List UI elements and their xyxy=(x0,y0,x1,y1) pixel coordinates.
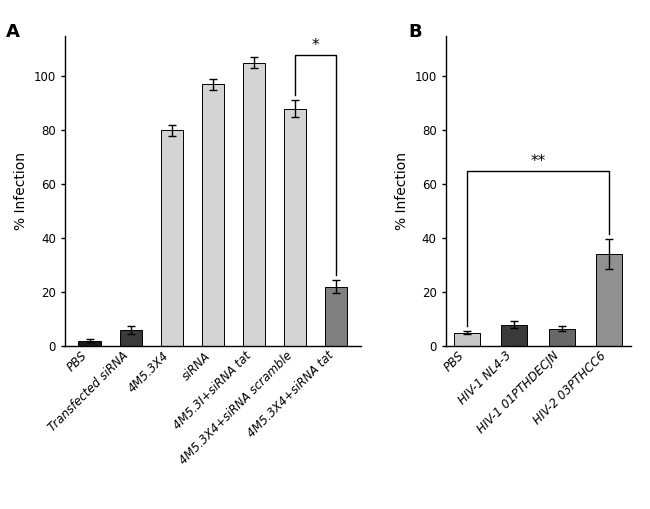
Text: HIV-2 03PTHCC6: HIV-2 03PTHCC6 xyxy=(531,349,609,427)
Y-axis label: % Infection: % Infection xyxy=(14,152,28,230)
Bar xyxy=(596,254,622,346)
Bar xyxy=(454,332,480,346)
Bar xyxy=(549,329,575,346)
Text: 4M5.3I+siRNA tat: 4M5.3I+siRNA tat xyxy=(171,349,254,432)
Text: **: ** xyxy=(530,154,545,169)
Bar xyxy=(284,108,306,346)
Bar xyxy=(202,84,224,346)
Bar xyxy=(120,330,142,346)
Text: *: * xyxy=(312,38,319,53)
Bar xyxy=(79,341,101,346)
Bar xyxy=(161,130,183,346)
Text: 4M5.3X4+siRNA scramble: 4M5.3X4+siRNA scramble xyxy=(177,349,295,467)
Text: 4M5.3X4: 4M5.3X4 xyxy=(126,349,172,395)
Text: PBS: PBS xyxy=(64,349,90,375)
Text: A: A xyxy=(6,23,20,41)
Y-axis label: % Infection: % Infection xyxy=(395,152,409,230)
Text: HIV-1 01PTHDECJN: HIV-1 01PTHDECJN xyxy=(475,349,562,436)
Text: siRNA: siRNA xyxy=(179,349,213,383)
Bar xyxy=(242,63,265,346)
Text: B: B xyxy=(409,23,423,41)
Text: 4M5.3X4+siRNA tat: 4M5.3X4+siRNA tat xyxy=(245,349,336,441)
Bar xyxy=(501,325,527,346)
Bar xyxy=(325,287,348,346)
Text: Transfected siRNA: Transfected siRNA xyxy=(46,349,131,434)
Text: HIV-1 NL4-3: HIV-1 NL4-3 xyxy=(456,349,514,408)
Text: PBS: PBS xyxy=(442,349,467,375)
